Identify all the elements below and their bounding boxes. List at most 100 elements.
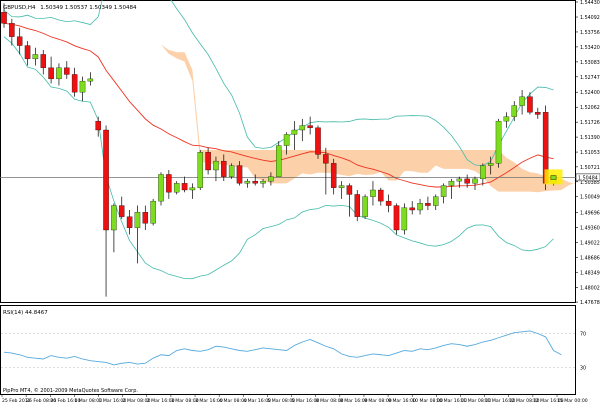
time-tick-label: 2 Mar 16:00 [147,398,175,404]
bull-candle-body [291,129,298,135]
time-tick-label: 11 Mar 08:00 [460,398,491,404]
candle [511,101,517,122]
time-tick-label: 9 Mar 16:00 [388,398,416,404]
bull-candle-body [283,134,290,146]
bull-candle-body [173,183,180,193]
candle [9,18,15,46]
candle [291,121,298,150]
time-tick-label: 5 Mar 08:00 [267,398,295,404]
chart-header: GBPUSD,H4 1.50349 1.50537 1.50349 1.5048… [3,5,137,11]
bull-candle-body [197,152,203,188]
candle [409,201,415,215]
bear-candle-body [409,207,415,211]
candle [244,178,251,188]
bear-candle-body [95,120,101,131]
bull-candle-body [432,196,439,206]
bear-candle-body [323,154,329,164]
time-tick-label: 8 Mar 16:00 [340,398,368,404]
bear-candle-body [354,194,360,217]
candle [385,194,392,213]
bull-candle-body [189,187,196,191]
price-tick-label: 1.51053 [580,150,600,156]
price-tick-label: 1.52062 [580,105,600,111]
candle [448,178,455,199]
candle [527,92,533,115]
bear-candle-body [103,129,109,231]
bear-candle-body [9,23,15,37]
bull-candle-body [401,207,408,231]
candle [221,154,227,182]
time-tick-label: 4 Mar 16:00 [243,398,271,404]
bull-candle-body [338,185,345,188]
price-tick-label: 1.53420 [580,45,600,51]
candle [173,181,180,195]
price-tick-label: 1.51726 [580,120,600,126]
bull-candle-body [487,163,494,166]
candle [487,156,494,175]
time-tick-label: 12 Mar 16:00 [533,398,564,404]
bull-candle-body [417,203,423,211]
time-tick-label: 15 Mar 00:00 [557,398,588,404]
bull-candle-body [448,180,455,186]
bear-candle-body [40,54,47,68]
candle [150,198,156,226]
bear-candle-body [126,216,133,228]
current-price-box [575,173,600,182]
current-price-label: 1.50484 [578,175,598,181]
rsi-panel: RSI(14) 44.8467 PipPro MT4, © 2001-2009 … [0,305,576,395]
time-tick-label: 26 Feb 08:00 [26,398,56,404]
bull-candle-body [111,205,117,231]
bull-candle-body [150,200,156,224]
price-tick-label: 1.53083 [580,60,600,66]
candle [24,41,31,66]
price-tick-label: 1.49022 [580,240,600,246]
bull-candle-body [79,80,86,93]
bull-candle-body [440,185,447,197]
candle [535,107,541,119]
bear-candle-body [1,12,7,24]
candle [432,194,439,210]
candle [417,198,423,215]
time-tick-label: 5 Mar 16:00 [292,398,320,404]
bear-candle-body [464,178,470,184]
price-panel: GBPUSD,H4 1.50349 1.50537 1.50349 1.5048… [0,0,576,303]
time-tick-label: 10 Mar 08:00 [412,398,443,404]
bull-candle-body [275,145,282,177]
price-tick-label: 1.50049 [580,195,600,201]
bull-candle-body [244,180,251,184]
time-tick-label: 8 Mar 08:00 [316,398,344,404]
candle [95,116,101,137]
candle [401,203,408,235]
time-tick-label: 3 Mar 16:00 [195,398,223,404]
price-tick-label: 1.48686 [580,255,600,261]
candle [87,72,94,86]
bear-candle-body [393,205,400,231]
price-tick-label: 1.54092 [580,15,600,21]
candle [275,141,282,177]
price-tick-label: 1.53756 [580,30,600,36]
candles [1,3,563,297]
bear-candle-body [166,174,172,193]
candle [330,158,337,195]
candle [228,163,235,179]
candle [464,174,470,188]
bear-candle-body [64,67,70,75]
time-tick-label: 1 Mar 16:00 [99,398,127,404]
candle [370,181,376,206]
candle [456,176,463,188]
candle [111,203,117,253]
price-tick-label: 1.50721 [580,165,600,171]
bull-candle-body [370,189,376,197]
candle [103,125,109,297]
candle [181,176,188,193]
candle [519,90,525,115]
candle [16,27,23,55]
bull-candle-body [480,165,486,180]
time-tick-label: 11 Mar 16:00 [485,398,516,404]
symbol-label: GBPUSD,H4 [3,5,36,11]
bull-candle-body [268,176,274,182]
candle [495,118,502,168]
candle [315,125,321,159]
bear-candle-body [315,127,321,155]
